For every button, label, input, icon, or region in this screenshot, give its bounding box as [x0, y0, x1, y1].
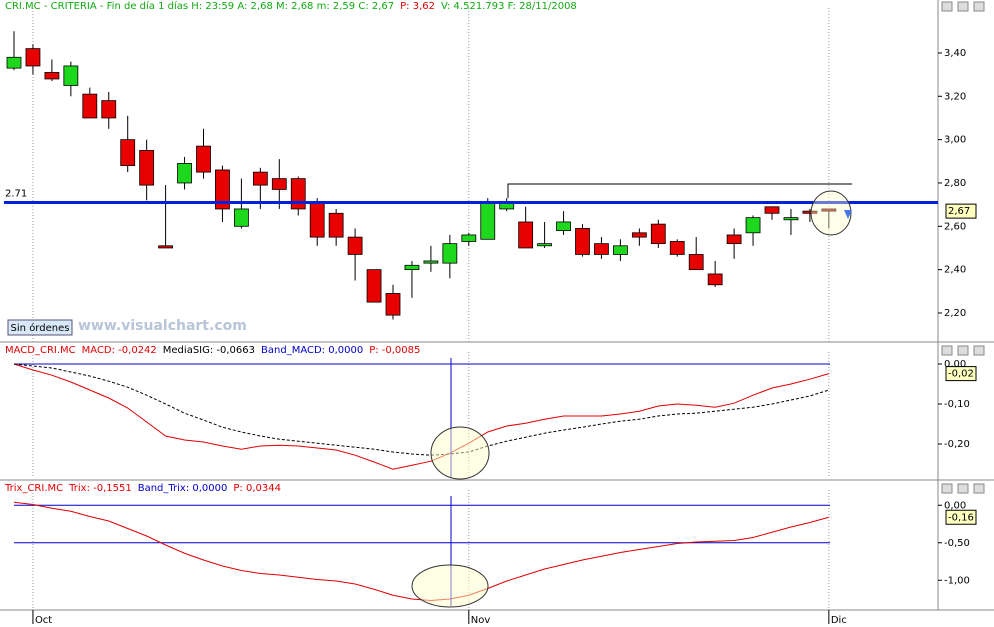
candle-body [366, 269, 382, 303]
header-item: Band_MACD: 0,0000 [261, 345, 363, 356]
panel-header: MACD_CRI.MC MACD: -0,0242 MediaSIG: -0,066… [5, 345, 420, 356]
candle-body [252, 171, 268, 186]
y-tick-label: -0,20 [944, 439, 970, 450]
candle-body [821, 208, 837, 212]
panel-header: Trix_CRI.MC Trix: -0,1551 Band_Trix: 0,000… [4, 483, 281, 494]
candle-body [631, 232, 647, 238]
candle-body [120, 139, 136, 167]
candle-body [461, 234, 477, 242]
candle-body [139, 150, 155, 186]
candle-body [707, 273, 723, 286]
y-tick-label: -0,50 [944, 538, 970, 549]
x-tick-label: Dic [831, 615, 847, 626]
header-item: CRI.MC - CRITERIA - Fin de día 1 días H:… [5, 0, 394, 12]
header-item: P: 0,0344 [233, 483, 281, 494]
candle-body [158, 245, 174, 249]
candle-body [347, 236, 363, 255]
header-item: MACD: -0,0242 [82, 345, 157, 356]
y-tick-label: -0,10 [944, 399, 970, 410]
y-tick-label: -1,00 [944, 575, 970, 586]
candle-body [6, 56, 22, 69]
window-buttons[interactable] [941, 1, 985, 494]
header-item: MediaSIG: -0,0663 [163, 345, 255, 356]
series-line [13, 363, 829, 470]
candle-body [423, 260, 439, 264]
header-item: P: 3,62 [400, 1, 435, 12]
header-item: Trix_CRI.MC [4, 483, 63, 494]
watermark: www.visualchart.com [78, 318, 247, 334]
candle-body [613, 245, 628, 255]
candle-body [25, 48, 41, 67]
y-tick-label: 0,00 [944, 359, 966, 370]
last-value-tag [945, 203, 977, 219]
candle-body [215, 169, 230, 210]
header-item: MACD_CRI.MC [5, 345, 76, 356]
last-value-label: -0,16 [948, 512, 974, 523]
y-tick-label: 2,40 [944, 265, 966, 276]
candle-body [290, 178, 306, 210]
candle-body [745, 217, 761, 234]
y-tick-label: 3,20 [944, 91, 966, 102]
last-value-tag [945, 509, 977, 525]
candle-body [556, 221, 571, 232]
candle-body [101, 100, 117, 119]
candle-body [575, 228, 590, 255]
header-item: Band_Trix: 0,0000 [138, 483, 228, 494]
candle-body [594, 243, 609, 255]
candle-body [726, 234, 742, 245]
x-tick-label: Oct [35, 615, 52, 626]
y-tick-label: 3,00 [944, 135, 966, 146]
header-item: P: -0,0085 [369, 345, 420, 356]
last-value-label: 2,67 [948, 206, 970, 217]
candle-body [480, 202, 496, 240]
annotation-ellipse [430, 426, 490, 480]
candle-body [442, 243, 458, 264]
panel-header: CRI.MC - CRITERIA - Fin de día 1 días H:… [5, 0, 577, 12]
x-tick-label: Nov [471, 615, 491, 626]
candle-body [518, 221, 534, 249]
annotation-ellipse [411, 564, 489, 608]
candle-body [385, 293, 401, 316]
annotation-ellipse [810, 190, 852, 236]
candle-body [82, 93, 98, 119]
y-tick-label: 2,80 [944, 178, 966, 189]
header-item: V: 4.521.793 F: 28/11/2008 [441, 1, 577, 12]
candle-body [537, 243, 552, 247]
candle-body [44, 72, 60, 80]
last-value-label: -0,02 [948, 369, 974, 380]
y-tick-label: 2,20 [944, 308, 966, 319]
candle-body [177, 163, 192, 184]
button-label[interactable]: Sin órdenes [11, 322, 70, 334]
header-item: Trix: -0,1551 [68, 483, 132, 494]
button[interactable] [7, 319, 73, 336]
support-label: 2.71 [5, 188, 27, 199]
series-line [13, 363, 830, 456]
candle-body [802, 210, 818, 214]
y-tick-label: 3,40 [944, 48, 966, 59]
y-tick-label: 2,60 [944, 221, 966, 232]
candle-body [233, 208, 249, 227]
candle-body [309, 202, 325, 238]
candle-body [328, 212, 344, 238]
last-value-tag [945, 366, 977, 382]
annotation-arrow [844, 210, 852, 219]
candle-body [271, 178, 287, 190]
candle-body [688, 254, 704, 271]
candle-body [196, 145, 211, 173]
candle-body [650, 223, 666, 245]
annotation-line [507, 183, 852, 198]
y-tick-label: 0,00 [944, 500, 966, 511]
candle-body [404, 264, 420, 271]
candle-body [669, 241, 685, 255]
candle-body [764, 206, 780, 214]
candle-body [783, 217, 799, 221]
candle-body [63, 65, 79, 86]
